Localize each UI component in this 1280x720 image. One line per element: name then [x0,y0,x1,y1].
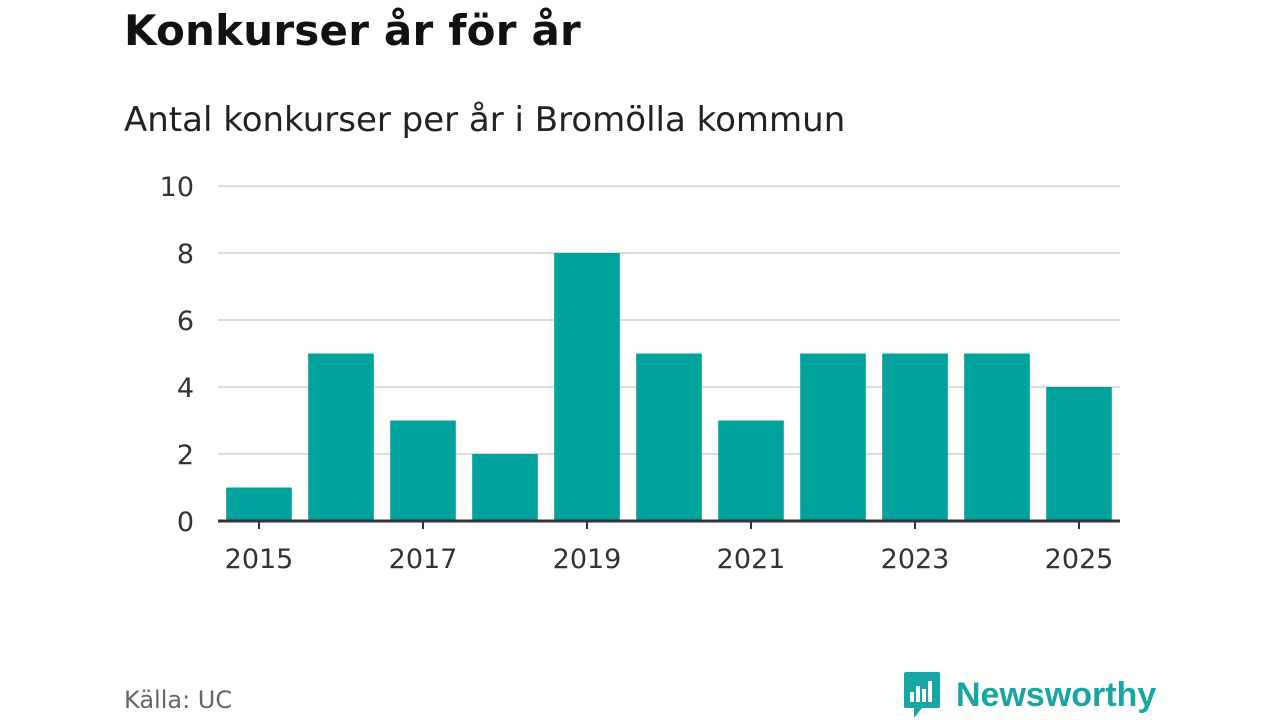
y-tick-label: 8 [177,239,194,270]
source-note: Källa: UC [124,686,233,714]
x-tick-label: 2019 [553,544,622,575]
bar [472,454,538,521]
x-tick-label: 2021 [717,544,786,575]
y-tick-label: 10 [160,172,194,203]
bar [882,353,948,521]
bar [390,420,456,521]
bar [1046,387,1112,521]
newsworthy-logo-icon [904,672,940,718]
brand[interactable]: Newsworthy [902,670,1156,720]
chart-title: Konkurser år för år [124,6,581,55]
bar [636,353,702,521]
y-tick-label: 0 [177,507,194,538]
y-tick-label: 2 [177,440,194,471]
brand-name: Newsworthy [956,676,1157,714]
x-tick-label: 2015 [225,544,294,575]
bars [226,253,1112,521]
y-tick-label: 6 [177,306,194,337]
x-axis-ticks: 2015 2017 2019 2021 2023 2025 [225,521,1114,575]
bar [554,253,620,521]
bar [800,353,866,521]
x-tick-label: 2025 [1045,544,1114,575]
bar [718,420,784,521]
bar [308,353,374,521]
bar [964,353,1030,521]
bar-chart: 0 2 4 6 8 10 2015 2017 2019 2021 2023 2025 [160,172,1120,575]
x-tick-label: 2023 [881,544,950,575]
y-axis-ticks: 0 2 4 6 8 10 [160,172,194,538]
x-tick-label: 2017 [389,544,458,575]
bar [226,487,292,521]
chart-subtitle: Antal konkurser per år i Bromölla kommun [124,100,846,140]
y-tick-label: 4 [177,373,194,404]
